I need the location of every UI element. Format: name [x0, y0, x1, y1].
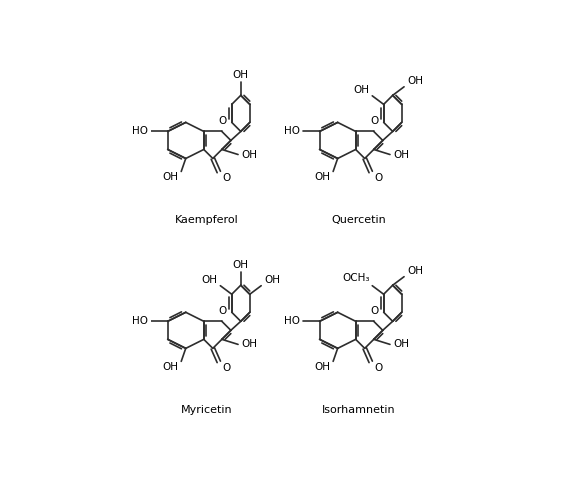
Text: Myricetin: Myricetin — [181, 405, 233, 415]
Text: OH: OH — [393, 150, 409, 159]
Text: O: O — [218, 306, 227, 316]
Text: HO: HO — [132, 317, 148, 326]
Text: HO: HO — [284, 317, 300, 326]
Text: OH: OH — [233, 260, 249, 270]
Text: HO: HO — [284, 127, 300, 137]
Text: O: O — [374, 173, 382, 183]
Text: OH: OH — [315, 362, 330, 372]
Text: OH: OH — [353, 85, 369, 95]
Text: Quercetin: Quercetin — [332, 215, 386, 225]
Text: OH: OH — [201, 275, 218, 285]
Text: Kaempferol: Kaempferol — [176, 215, 239, 225]
Text: OH: OH — [407, 266, 423, 276]
Text: OH: OH — [407, 76, 423, 86]
Text: O: O — [218, 116, 227, 126]
Text: Isorhamnetin: Isorhamnetin — [322, 405, 396, 415]
Text: OCH₃: OCH₃ — [342, 273, 369, 283]
Text: OH: OH — [233, 70, 249, 80]
Text: O: O — [222, 363, 230, 373]
Text: OH: OH — [264, 275, 280, 285]
Text: O: O — [370, 116, 379, 126]
Text: O: O — [370, 306, 379, 316]
Text: OH: OH — [315, 172, 330, 182]
Text: HO: HO — [132, 127, 148, 137]
Text: OH: OH — [163, 172, 179, 182]
Text: O: O — [374, 363, 382, 373]
Text: OH: OH — [163, 362, 179, 372]
Text: OH: OH — [241, 150, 257, 159]
Text: OH: OH — [393, 339, 409, 349]
Text: OH: OH — [241, 339, 257, 349]
Text: O: O — [222, 173, 230, 183]
